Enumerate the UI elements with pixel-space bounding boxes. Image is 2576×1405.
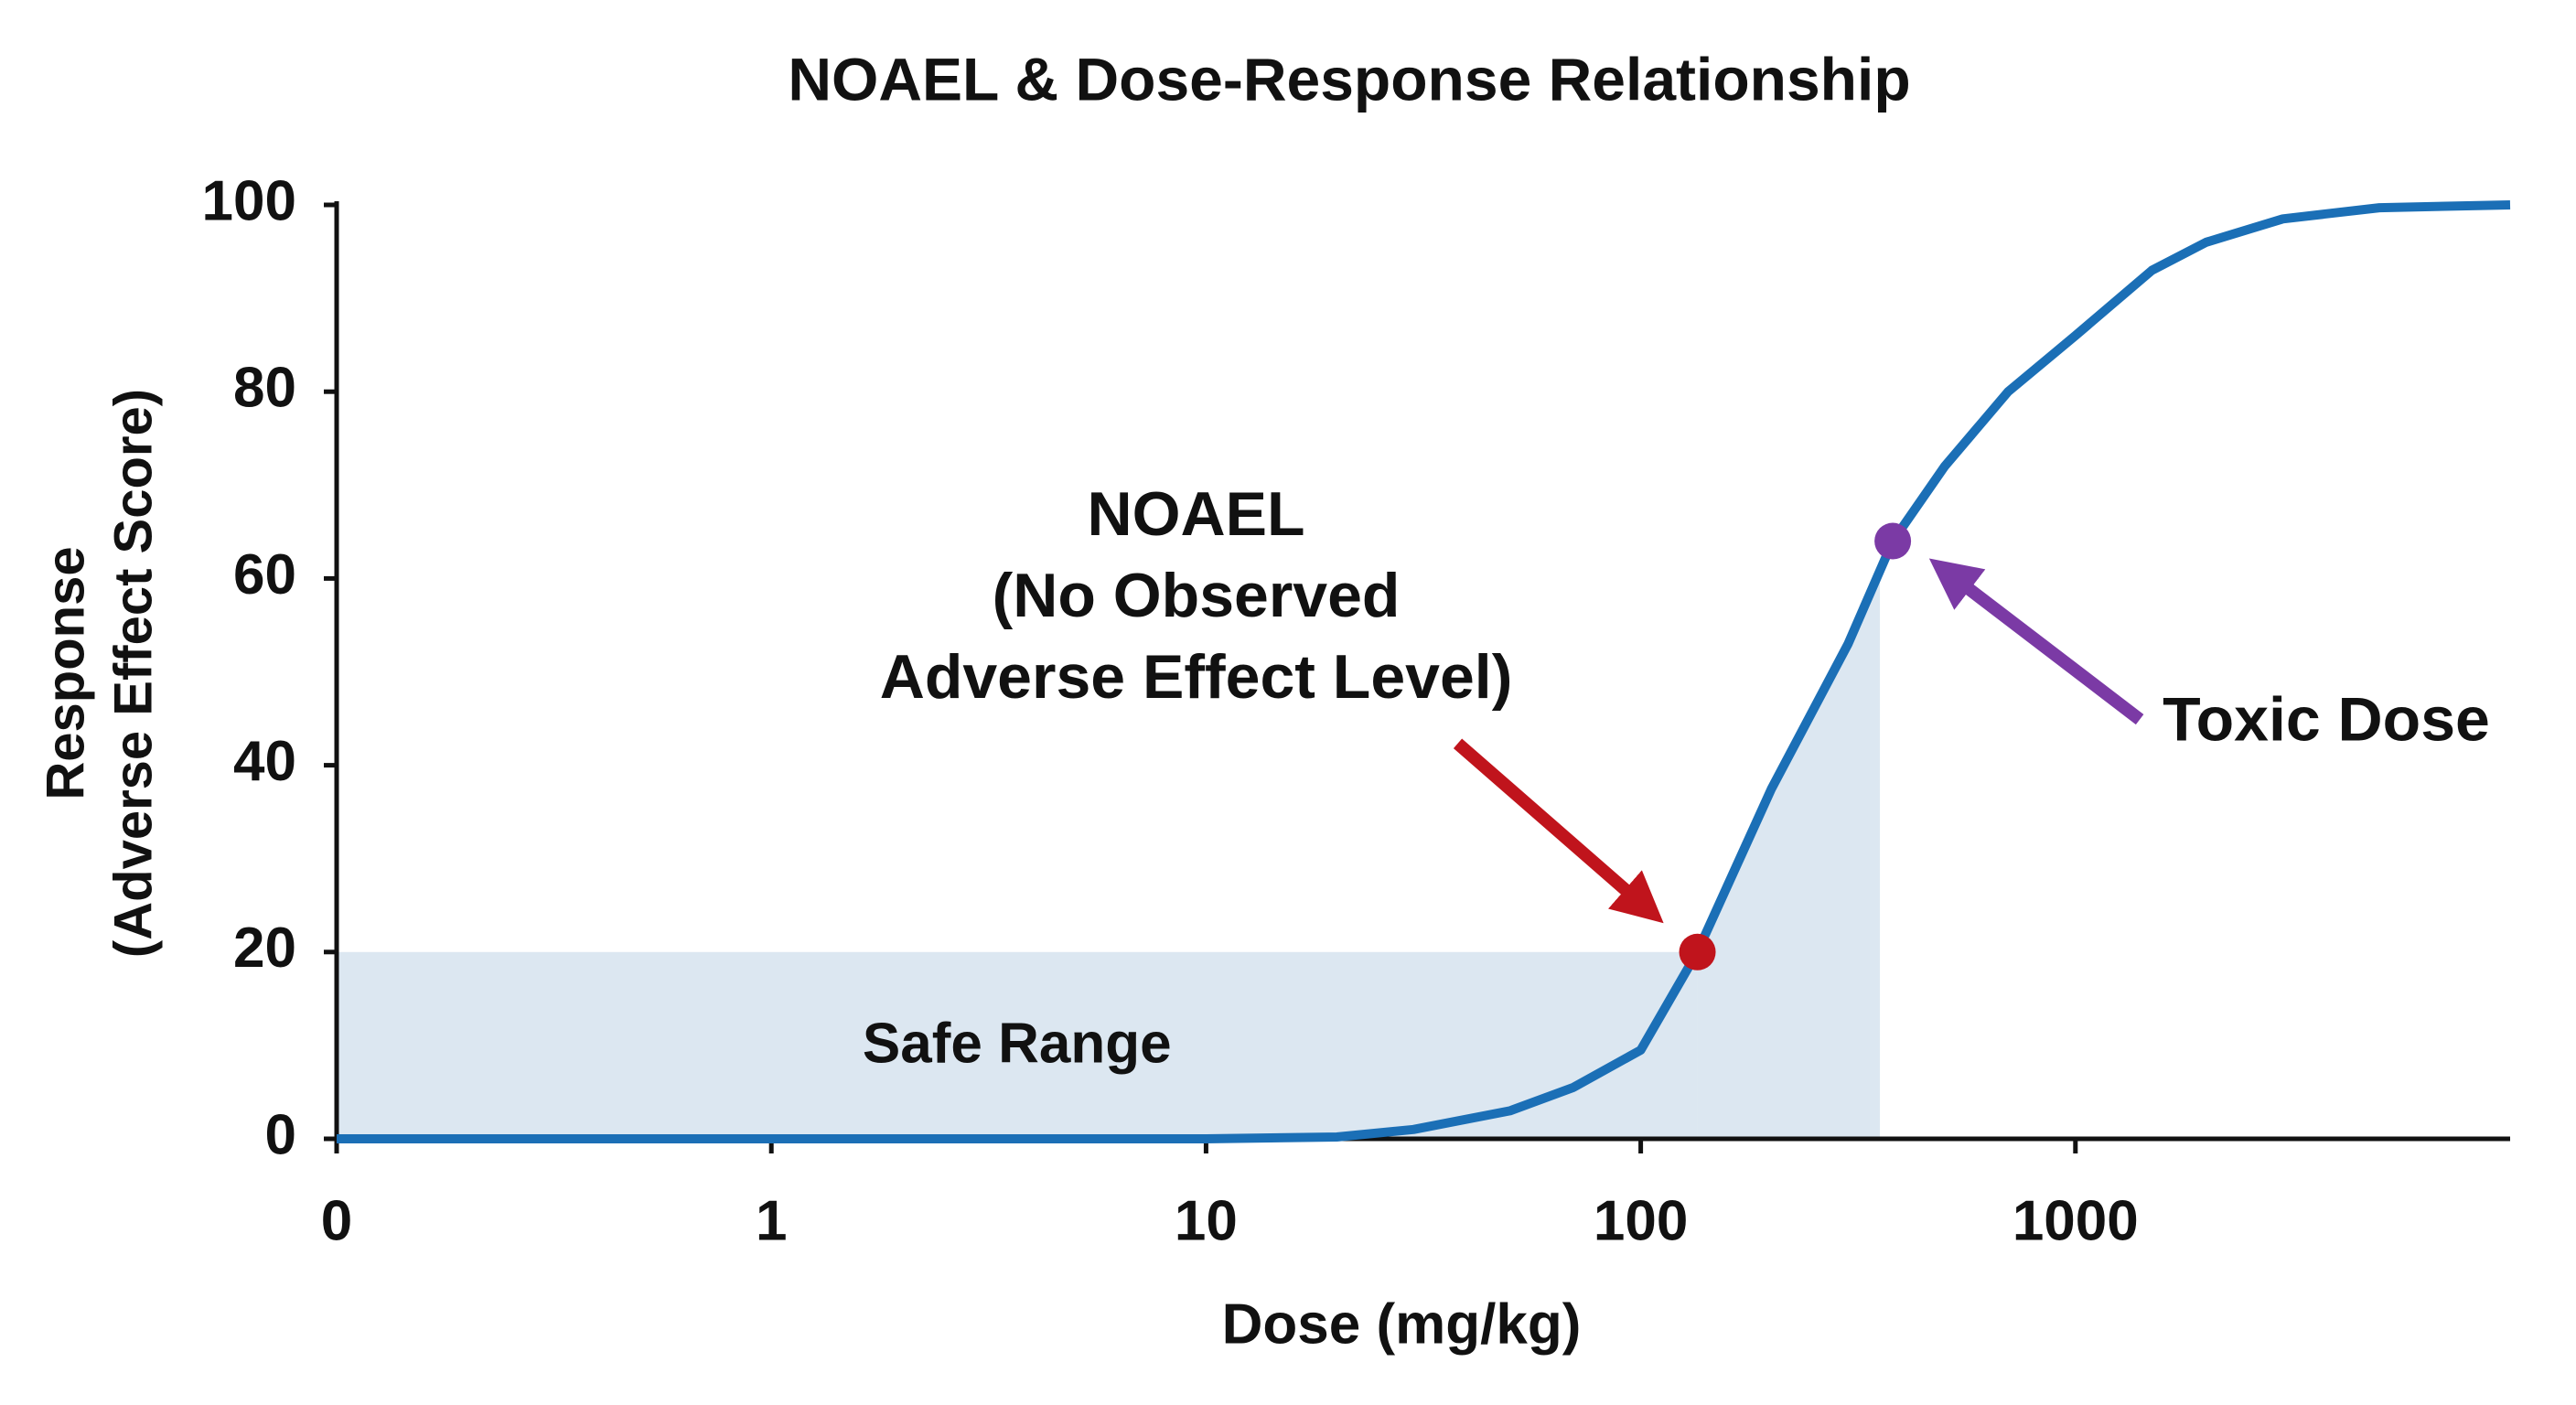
- safe-range: [337, 951, 1698, 1139]
- x-tick-label: 1: [756, 1189, 787, 1252]
- y-axis-title: Response (Adverse Effect Score): [36, 389, 163, 958]
- annotation-text: Toxic Dose: [2163, 685, 2490, 755]
- y-tick-label: 100: [202, 169, 296, 232]
- annotation-point: [1874, 522, 1912, 560]
- y-tick-label: 80: [233, 357, 296, 420]
- response-curve: [337, 200, 2511, 1143]
- annotation-arrow: [1453, 738, 1664, 924]
- annotation-text: (No Observed: [993, 561, 1401, 630]
- annotation-text: NOAEL: [1088, 479, 1305, 549]
- annotation-text: Adverse Effect Level): [880, 642, 1513, 712]
- y-tick-label: 40: [233, 730, 296, 793]
- y-tick-label: 0: [265, 1103, 296, 1166]
- shaded-area: [1697, 570, 1881, 1139]
- x-tick-label: 1000: [2012, 1189, 2139, 1252]
- y-tick-label: 20: [233, 917, 296, 980]
- x-tick-label: 10: [1175, 1189, 1238, 1252]
- x-tick-label: 0: [321, 1189, 352, 1252]
- safe-range-label: Safe Range: [863, 1012, 1172, 1075]
- x-tick-label: 100: [1594, 1189, 1688, 1252]
- y-axis-title-line: (Adverse Effect Score): [103, 389, 163, 958]
- x-axis-title: Dose (mg/kg): [1222, 1292, 1582, 1356]
- annotation-point: [1679, 933, 1716, 971]
- chart-title: NOAEL & Dose-Response Relationship: [788, 45, 1910, 113]
- y-axis-title-line: Response: [36, 546, 95, 799]
- annotation-arrow: [1928, 558, 2144, 725]
- y-tick-label: 60: [233, 543, 296, 606]
